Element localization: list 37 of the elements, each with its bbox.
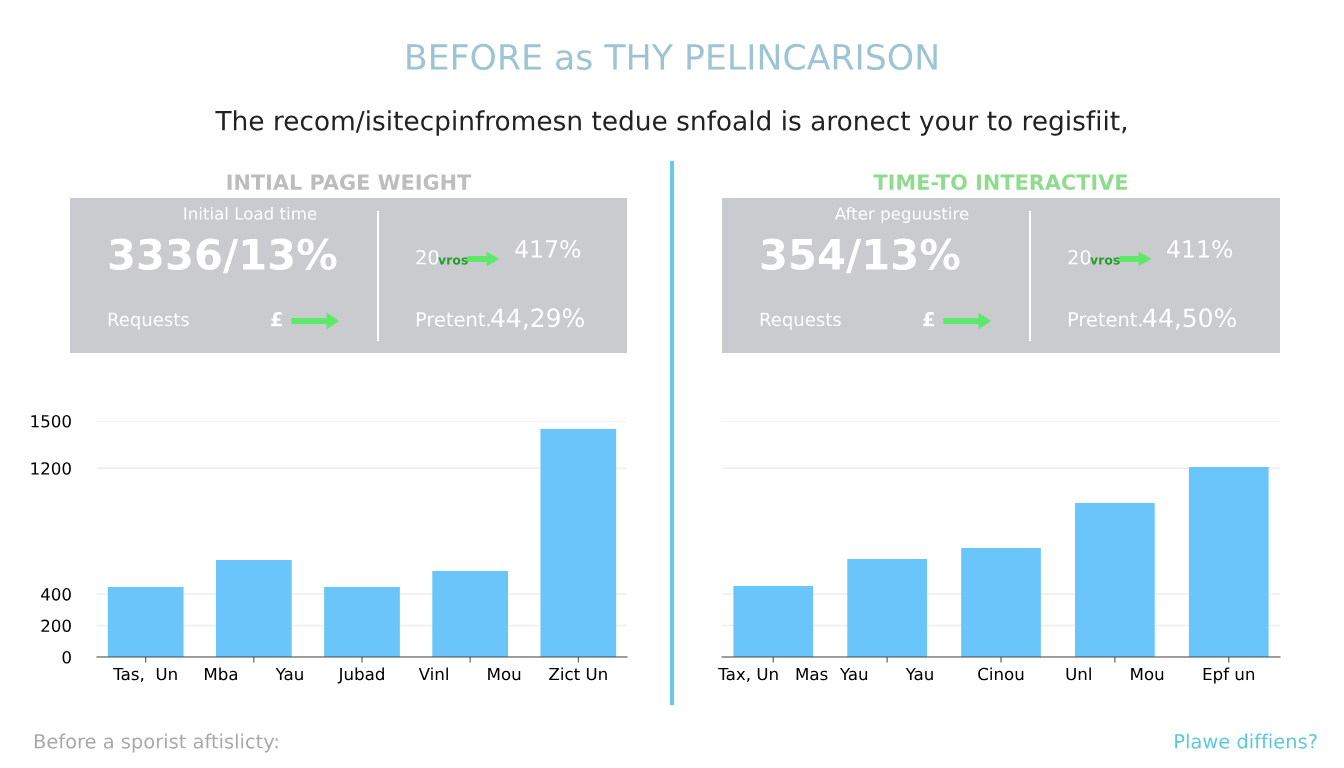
text: INTIAL PAGE WEIGHT: [227, 174, 472, 191]
bar: [324, 586, 400, 657]
text: Plawe diffiens?: [1175, 733, 1317, 749]
text: vros: [1090, 257, 1120, 265]
x-tick-label: Vinl Mou: [418, 667, 521, 681]
text: TIME-TO INTERACTIVE: [873, 174, 1128, 191]
x-tick-label: Tax, Un Mas: [718, 667, 828, 683]
text: 20: [1068, 249, 1091, 265]
y-tick-label: 0: [62, 650, 71, 664]
x-tick-label: Mba Yau: [205, 667, 303, 681]
y-tick-label: 200: [41, 619, 71, 633]
y-tick-label: 1200: [31, 462, 71, 475]
x-tick-label: Jubad: [337, 667, 384, 684]
x-tick-label: Unl Mou: [1066, 667, 1164, 681]
text: £: [923, 311, 934, 327]
bar: [961, 547, 1041, 657]
bar: [847, 558, 927, 657]
x-tick-label: Epf un: [1203, 667, 1255, 684]
bar: [215, 559, 292, 657]
x-tick-label: Zict Un: [549, 667, 607, 681]
x-tick-label: Tas, Un: [113, 667, 177, 683]
y-tick-label: 1500: [31, 414, 71, 428]
x-tick-label: Cinou: [978, 667, 1024, 681]
bar: [107, 586, 184, 657]
bar: [540, 429, 617, 657]
y-tick-label: 400: [41, 588, 71, 601]
bar: [733, 586, 814, 657]
text: £: [271, 311, 282, 327]
text: The recom/isitecpinfromesn tedue snfoald is aronect your to regisfiit,: [215, 110, 1126, 136]
text: vros: [438, 257, 468, 265]
x-tick-label: Yau Yau: [839, 667, 933, 681]
text: 20: [416, 249, 439, 265]
bar: [432, 570, 509, 657]
bar: [1188, 466, 1269, 657]
bar: [1075, 502, 1155, 657]
text: BEFORE as THY PELINCARISON: [407, 43, 937, 71]
text: Before a sporist aftislicty:: [34, 733, 278, 753]
